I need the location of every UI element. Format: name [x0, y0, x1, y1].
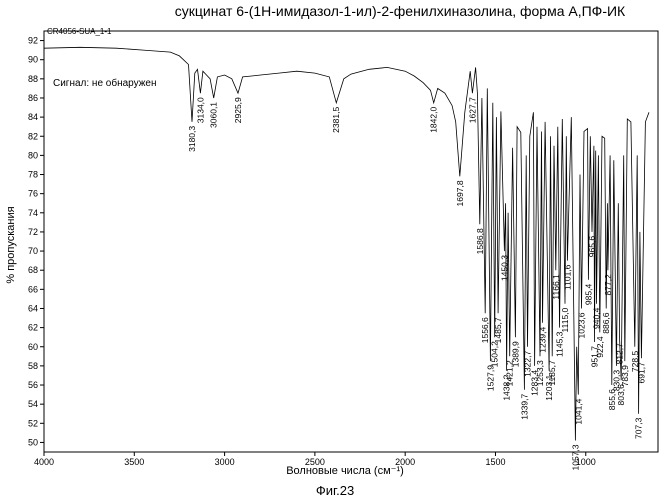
y-tick-label: 86: [28, 93, 38, 103]
y-tick-label: 58: [28, 361, 38, 371]
peak-label: 812,7: [615, 343, 625, 365]
peak-label: 1166,1: [551, 274, 561, 300]
figure-caption: Фиг.23: [316, 483, 354, 498]
sample-id-label: CR4056-SUA_1-1: [47, 27, 112, 36]
peak-label: 1185,7: [547, 360, 557, 386]
peak-label: 1101,6: [562, 264, 572, 290]
peak-label: 855,6: [607, 389, 617, 411]
peak-label: 3134,0: [195, 97, 205, 123]
y-tick-label: 90: [28, 55, 38, 65]
chart-title: сукцинат 6-(1H-имидазол-1-ил)-2-фенилхин…: [175, 3, 626, 19]
peak-label: 1627,7: [467, 97, 477, 123]
peak-label: 803,6: [616, 384, 626, 406]
peak-label: 886,6: [601, 312, 611, 334]
y-tick-label: 76: [28, 189, 38, 199]
peak-label: 2925,9: [233, 97, 243, 123]
y-tick-label: 88: [28, 74, 38, 84]
peak-label: 830,3: [611, 370, 621, 392]
peak-label: 1527,9: [485, 365, 495, 391]
x-tick-label: 2500: [305, 457, 325, 467]
peak-label: 1023,6: [576, 312, 586, 338]
y-tick-label: 72: [28, 227, 38, 237]
peak-label: 985,4: [583, 284, 593, 306]
peak-label: 1438,2: [502, 374, 512, 400]
peak-label: 951,7: [589, 346, 599, 368]
x-tick-label: 2000: [395, 457, 415, 467]
x-axis-label: Волновые числа (см⁻¹): [286, 465, 404, 477]
peak-label: 1586,8: [475, 228, 485, 254]
y-tick-label: 66: [28, 284, 38, 294]
peak-label: 1389,9: [510, 341, 520, 367]
spectrum-line: [43, 46, 650, 441]
y-tick-label: 92: [28, 36, 38, 46]
peak-label: 1504,2: [490, 341, 500, 367]
y-tick-label: 70: [28, 246, 38, 256]
x-tick-label: 1500: [485, 457, 505, 467]
peak-label: 1115,0: [560, 307, 570, 332]
peak-label: 1339,7: [519, 394, 529, 420]
peak-label: 3180,3: [187, 126, 197, 152]
y-tick-label: 60: [28, 342, 38, 352]
y-tick-label: 78: [28, 170, 38, 180]
peak-label: 728,5: [630, 351, 640, 373]
y-tick-label: 68: [28, 265, 38, 275]
y-tick-label: 82: [28, 131, 38, 141]
y-tick-label: 84: [28, 112, 38, 122]
peak-label: 1322,7: [522, 351, 532, 377]
peak-label: 707,3: [634, 417, 644, 439]
peak-label: 1485,7: [493, 317, 503, 343]
peak-label: 783,9: [620, 365, 630, 387]
peak-label: 1283,4: [530, 370, 540, 396]
peak-label: 1697,8: [455, 180, 465, 206]
y-tick-label: 56: [28, 380, 38, 390]
peak-label: 1057,3: [570, 444, 580, 470]
peak-label: 1145,3: [555, 331, 565, 357]
y-axis-label: % пропускания: [5, 206, 17, 283]
y-tick-label: 64: [28, 303, 38, 313]
x-tick-label: 4000: [34, 457, 54, 467]
y-axis-ticks: 50 52 54 56 58 60 62 64 66 68 70 72 74 76 78 80 82 84 86 88…: [28, 36, 44, 447]
peak-label: 1253,3: [535, 360, 545, 386]
peak-label: 1041,4: [573, 398, 583, 424]
peak-label: 965,6: [587, 236, 597, 258]
x-axis-ticks: 4000 3500 3000 2500 2000 1500 1000: [34, 452, 596, 467]
peak-label: 1421,2: [505, 360, 515, 386]
peak-label: 922,4: [595, 336, 605, 358]
y-tick-label: 80: [28, 150, 38, 160]
peak-label: 1450,3: [499, 255, 509, 281]
peak-label: 2381,5: [331, 107, 341, 133]
x-tick-label: 3500: [124, 457, 144, 467]
x-tick-label: 1000: [576, 457, 596, 467]
y-tick-label: 62: [28, 323, 38, 333]
peak-label: 1239,4: [538, 326, 548, 352]
peak-labels: 3180,3 3134,0 3060,1 2925,9 2381,5 1842,0 1697…: [187, 97, 646, 471]
peak-label: 940,4: [591, 307, 601, 329]
peak-label: 1842,0: [429, 107, 439, 133]
peak-label: 3060,1: [209, 102, 219, 128]
signal-annotation: Сигнал: не обнаружен: [53, 77, 157, 89]
plot-frame: [43, 30, 659, 453]
peak-label: 691,7: [636, 362, 646, 384]
peak-label: 877,2: [603, 274, 613, 296]
y-tick-label: 50: [28, 437, 38, 447]
x-tick-label: 3000: [215, 457, 235, 467]
y-tick-label: 54: [28, 399, 38, 409]
peak-label: 1556,6: [480, 317, 490, 343]
y-tick-label: 74: [28, 208, 38, 218]
peak-label: 1203,1: [544, 374, 554, 400]
y-tick-label: 52: [28, 418, 38, 428]
